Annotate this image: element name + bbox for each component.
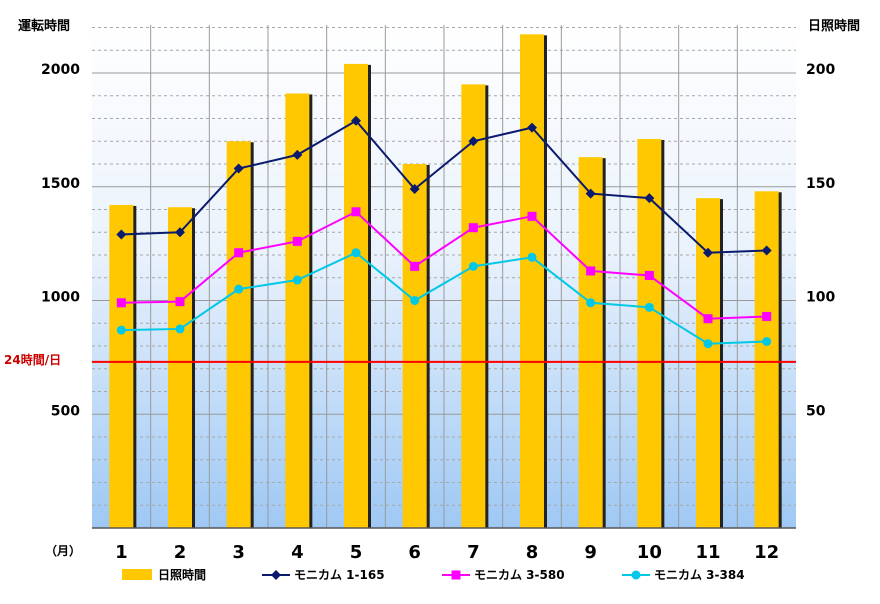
legend-marker	[451, 570, 461, 580]
data-point	[703, 339, 713, 349]
bar	[285, 93, 310, 528]
series-line	[121, 119, 767, 254]
x-tick-label: 7	[467, 542, 480, 563]
right-tick-label: 150	[806, 176, 835, 192]
bar	[520, 34, 544, 528]
legend-label: モニカム 3-580	[474, 568, 565, 582]
data-point	[762, 311, 772, 321]
data-point	[762, 336, 772, 346]
x-tick-label: 12	[754, 542, 779, 563]
data-point	[644, 302, 654, 312]
legend-swatch-bar	[122, 569, 152, 580]
x-tick-label: 3	[232, 542, 245, 563]
data-point	[234, 284, 244, 294]
data-point	[644, 193, 655, 204]
data-point	[761, 245, 772, 256]
data-point	[292, 236, 302, 246]
series-lines	[116, 115, 772, 349]
data-point	[175, 324, 185, 334]
legend: 日照時間 モニカム 1-165 モニカム 3-580 モニカム 3-384	[122, 567, 745, 582]
left-tick-label: 1000	[41, 290, 80, 306]
data-point	[351, 207, 361, 217]
data-point	[175, 297, 185, 307]
data-point	[409, 184, 420, 195]
bar	[696, 198, 720, 528]
data-point	[116, 325, 126, 335]
reference-line-group: 24時間/日	[4, 352, 796, 367]
bar	[461, 84, 486, 528]
data-point	[351, 248, 361, 258]
x-tick-label: 9	[584, 542, 597, 563]
legend-marker	[631, 570, 641, 580]
bar	[109, 204, 134, 528]
legend-marker	[271, 570, 281, 580]
data-point	[586, 266, 596, 276]
x-tick-label: 1	[115, 542, 128, 563]
data-point	[116, 229, 127, 240]
bar	[754, 191, 779, 529]
series-line	[121, 210, 767, 320]
left-axis-title: 運転時間	[18, 18, 70, 34]
data-point	[292, 275, 302, 285]
right-tick-label: 50	[806, 403, 826, 419]
x-tick-label: 4	[291, 542, 304, 563]
x-tick-label: 6	[408, 542, 421, 563]
bar	[402, 164, 427, 528]
right-axis-title: 日照時間	[808, 18, 860, 34]
legend-label: モニカム 1-165	[294, 568, 385, 582]
data-point	[468, 136, 479, 147]
right-tick-label: 100	[806, 290, 835, 306]
data-point	[468, 223, 478, 233]
x-tick-label: 8	[526, 542, 539, 563]
legend-label: モニカム 3-384	[654, 568, 745, 582]
data-point	[586, 298, 596, 308]
data-point	[234, 248, 244, 258]
series-line	[121, 251, 767, 345]
bar	[637, 138, 662, 528]
left-tick-label: 500	[51, 403, 80, 419]
data-point	[585, 188, 596, 199]
data-point	[468, 261, 478, 271]
legend-label: 日照時間	[158, 567, 206, 582]
bar	[168, 207, 192, 528]
data-point	[233, 163, 244, 174]
x-tick-label: 2	[174, 542, 187, 563]
bar	[226, 141, 251, 528]
data-point	[410, 296, 420, 305]
data-point	[527, 252, 537, 262]
left-tick-label: 2000	[41, 62, 80, 78]
x-tick-label: 10	[637, 542, 662, 563]
x-tick-label: 11	[695, 542, 720, 563]
bar	[344, 63, 368, 529]
data-point	[410, 261, 420, 271]
data-point	[351, 115, 361, 126]
right-tick-label: 200	[806, 62, 835, 78]
x-unit-label: （月）	[45, 543, 81, 558]
data-point	[527, 122, 537, 133]
data-point	[116, 298, 126, 308]
data-point	[703, 247, 713, 258]
reference-line-label: 24時間/日	[4, 352, 61, 367]
data-point	[703, 314, 713, 324]
left-tick-label: 1500	[41, 176, 80, 192]
data-point	[292, 149, 303, 160]
bar	[578, 157, 603, 529]
data-point	[527, 211, 537, 221]
data-point	[175, 227, 185, 238]
grid-lines	[92, 25, 796, 528]
data-point	[644, 270, 654, 280]
bars	[109, 34, 782, 529]
x-tick-label: 5	[350, 542, 363, 563]
